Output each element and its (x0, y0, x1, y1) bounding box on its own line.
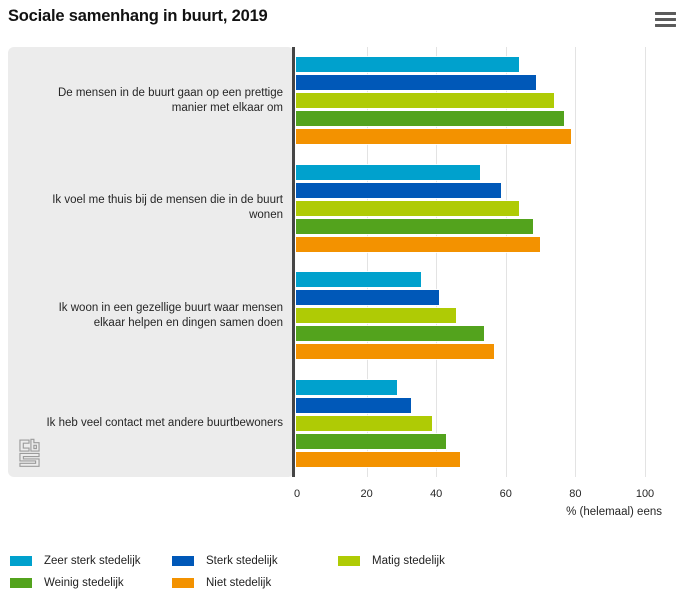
cbs-logo-letter-c (19, 439, 30, 452)
category-label: De mensen in de buurt gaan op een pretti… (57, 86, 283, 114)
bar (296, 164, 481, 180)
legend-swatch (172, 556, 194, 566)
x-axis-label: % (helemaal) eens (566, 506, 662, 518)
x-axis-tick: 60 (499, 488, 512, 500)
hamburger-menu-icon (655, 12, 676, 28)
cbs-logo-letter-s (19, 452, 40, 467)
bar (296, 129, 571, 145)
legend-item[interactable]: Weinig stedelijk (10, 577, 124, 589)
category-labels-panel: De mensen in de buurt gaan op een pretti… (8, 47, 294, 477)
x-axis-ticks: 0 20 40 60 80 100 (293, 488, 685, 502)
legend-swatch (172, 578, 194, 588)
bar (296, 200, 519, 216)
x-axis-tick: 20 (360, 488, 373, 500)
legend-label: Zeer sterk stedelijk (44, 555, 141, 567)
bar (296, 57, 519, 73)
bar (296, 236, 540, 252)
bar (296, 397, 411, 413)
x-axis-tick: 0 (293, 488, 301, 500)
bar (296, 451, 460, 467)
legend-item[interactable]: Zeer sterk stedelijk (10, 555, 141, 567)
legend-swatch (10, 556, 32, 566)
plot-area (296, 47, 686, 477)
gridline (436, 47, 438, 477)
category-label: Ik voel me thuis bij de mensen die in de… (52, 194, 283, 222)
legend-label: Niet stedelijk (206, 577, 272, 589)
bar (296, 415, 432, 431)
bar (296, 326, 484, 342)
category-label: Ik woon in een gezellige buurt waar mens… (58, 301, 283, 329)
legend-swatch (10, 578, 32, 588)
x-axis-tick: 100 (635, 488, 655, 500)
bar (296, 182, 502, 198)
bar (296, 344, 495, 360)
x-axis-tick: 40 (430, 488, 443, 500)
bar (296, 290, 439, 306)
gridline (645, 47, 646, 477)
category-label: Ik heb veel contact met andere buurtbewo… (46, 416, 283, 429)
bar (296, 272, 422, 288)
y-axis-line (292, 47, 295, 477)
cbs-logo (19, 438, 40, 467)
legend-item[interactable]: Niet stedelijk (172, 577, 271, 589)
legend: Zeer sterk stedelijk Sterk stedelijk Matig… (0, 555, 686, 595)
gridline (505, 47, 507, 477)
legend-label: Sterk stedelijk (206, 555, 278, 567)
page-title: Sociale samenhang in buurt, 2019 (8, 7, 268, 25)
bar (296, 111, 564, 127)
bar (296, 218, 533, 234)
menu-button[interactable] (655, 12, 676, 28)
gridline (366, 47, 368, 477)
bar (296, 433, 446, 449)
legend-label: Matig stedelijk (372, 555, 445, 567)
bar (296, 75, 537, 91)
bar (296, 379, 397, 395)
cbs-logo-letter-b (30, 438, 40, 452)
legend-swatch (338, 556, 360, 566)
bar (296, 93, 554, 109)
bar (296, 308, 457, 324)
gridline (575, 47, 577, 477)
x-axis-tick: 80 (569, 488, 582, 500)
legend-item[interactable]: Sterk stedelijk (172, 555, 278, 567)
legend-item[interactable]: Matig stedelijk (338, 555, 445, 567)
legend-label: Weinig stedelijk (44, 577, 124, 589)
